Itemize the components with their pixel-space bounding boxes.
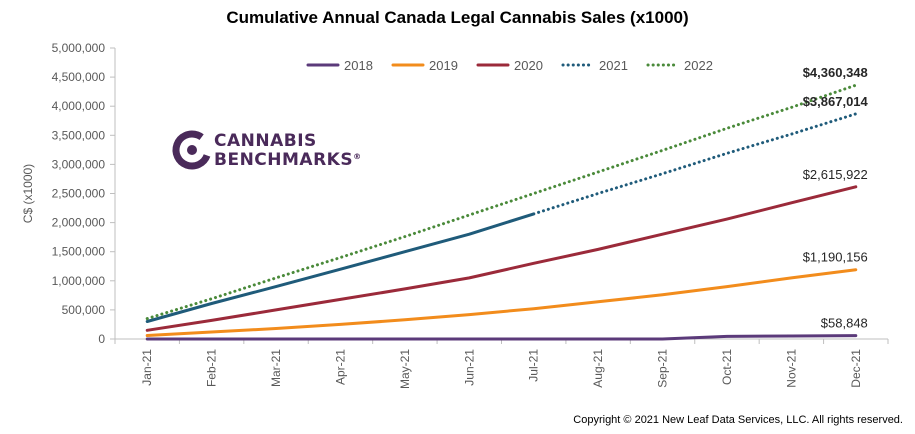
- data-label-2020: $2,615,922: [803, 167, 868, 182]
- legend-item-2018: 2018: [306, 58, 373, 73]
- series-2020-line: [145, 185, 858, 332]
- x-tick-label: Aug-21: [591, 349, 605, 388]
- y-axis-title: C$ (x1000): [21, 164, 35, 223]
- logo-line1: CANNABIS: [214, 131, 317, 151]
- cannabis-benchmarks-logo: CANNABIS BENCHMARKS®: [172, 130, 362, 170]
- legend-item-2020: 2020: [476, 58, 543, 73]
- y-tick-label: 5,000,000: [52, 41, 106, 55]
- y-tick-label: 4,000,000: [52, 99, 106, 113]
- x-tick-label: Dec-21: [849, 349, 863, 388]
- data-labels: $4,360,348 $3,867,014 $2,615,922 $1,190,156…: [803, 65, 869, 330]
- series-lines: [145, 83, 858, 341]
- x-tick-label: Jan-21: [140, 349, 154, 386]
- y-tick-label: 2,000,000: [52, 216, 106, 230]
- series-2022-line: [145, 83, 858, 321]
- legend-item-2021: 2021: [561, 58, 628, 73]
- series-2019-line: [145, 268, 858, 337]
- legend: 2018 2019 2020 2021 2022: [306, 58, 713, 73]
- copyright-notice: Copyright © 2021 New Leaf Data Services,…: [573, 414, 903, 426]
- series-2021-line-actual: [145, 212, 536, 323]
- data-label-2021: $3,867,014: [803, 94, 869, 109]
- series-2018-line: [145, 334, 858, 341]
- logo-dot-icon: [187, 145, 197, 155]
- logo-c-icon: [172, 130, 212, 170]
- x-tick-label: Apr-21: [333, 349, 347, 385]
- data-label-2022: $4,360,348: [803, 65, 868, 80]
- x-tick-label: May-21: [398, 349, 412, 389]
- y-tick-label: 3,500,000: [52, 128, 106, 142]
- y-tick-label: 4,500,000: [52, 70, 106, 84]
- logo-line2: BENCHMARKS®: [214, 150, 362, 170]
- y-tick-label: 1,000,000: [52, 274, 106, 288]
- x-tick-label: Sep-21: [656, 349, 670, 388]
- x-tick-label: Oct-21: [720, 349, 734, 385]
- x-tick-label: Jun-21: [462, 349, 476, 386]
- legend-label: 2018: [344, 58, 373, 73]
- y-tick-label: 0: [98, 332, 105, 346]
- x-tick-label: Jul-21: [527, 349, 541, 382]
- x-tick-label: Mar-21: [269, 349, 283, 387]
- data-label-2018: $58,848: [821, 316, 868, 331]
- chart-title: Cumulative Annual Canada Legal Cannabis …: [226, 8, 689, 27]
- legend-item-2022: 2022: [646, 58, 713, 73]
- logo-registered: ®: [353, 152, 362, 161]
- axes: 0 500,000 1,000,000 1,500,000 2,000,000 2,500…: [21, 41, 889, 389]
- y-tick-label: 3,000,000: [52, 157, 106, 171]
- x-tick-label: Nov-21: [784, 349, 798, 388]
- data-label-2019: $1,190,156: [803, 250, 868, 265]
- legend-label: 2019: [429, 58, 458, 73]
- series-2021-line-projected: [532, 112, 858, 216]
- legend-label: 2022: [684, 58, 713, 73]
- y-tick-label: 500,000: [62, 303, 106, 317]
- y-tick-label: 1,500,000: [52, 245, 106, 259]
- legend-label: 2020: [514, 58, 543, 73]
- y-tick-label: 2,500,000: [52, 187, 106, 201]
- legend-item-2019: 2019: [391, 58, 458, 73]
- legend-label: 2021: [599, 58, 628, 73]
- x-tick-label: Feb-21: [205, 349, 219, 387]
